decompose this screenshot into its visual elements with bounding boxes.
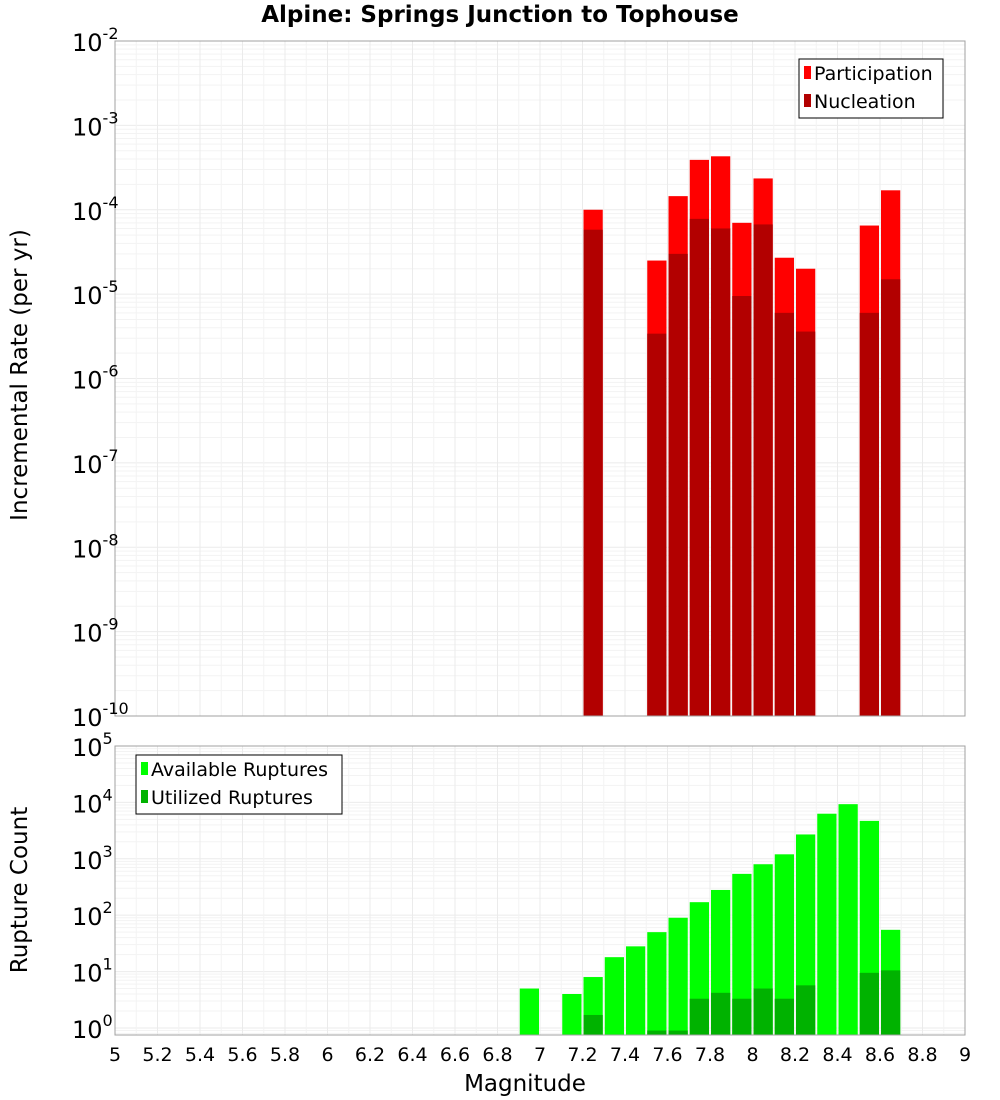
y-tick-label: 10-3 — [72, 108, 119, 141]
available-ruptures-bar — [562, 994, 582, 1035]
utilized-ruptures-bar — [689, 998, 709, 1035]
x-tick-label: 6.2 — [355, 1044, 385, 1066]
x-tick-label: 5.2 — [142, 1044, 172, 1066]
y-tick-label: 10-10 — [72, 699, 129, 732]
y-tick-label: 10-8 — [72, 530, 119, 563]
plot-frame — [114, 745, 966, 1036]
utilized-ruptures-bar — [753, 988, 773, 1035]
nucleation-bar — [732, 296, 752, 716]
y-tick-label: 102 — [72, 898, 113, 931]
legend-label: Participation — [814, 63, 933, 85]
y-tick-label: 10-4 — [72, 193, 119, 226]
nucleation-bar — [689, 218, 709, 716]
chart-title: Alpine: Springs Junction to Tophouse — [261, 2, 739, 28]
nucleation-bar — [796, 331, 816, 716]
x-tick-label: 8.2 — [780, 1044, 810, 1066]
utilized-ruptures-bar — [647, 1030, 667, 1035]
available-ruptures-bar — [626, 946, 646, 1035]
y-tick-label: 103 — [72, 842, 113, 875]
x-tick-label: 6.6 — [440, 1044, 470, 1066]
x-tick-label: 6.4 — [397, 1044, 427, 1066]
nucleation-bar — [647, 333, 667, 716]
x-tick-label: 7.6 — [652, 1044, 682, 1066]
available-ruptures-bar — [817, 813, 837, 1035]
nucleation-bar — [774, 312, 794, 716]
y-tick-label: 10-2 — [72, 24, 119, 57]
y-tick-label: 10-5 — [72, 277, 119, 310]
x-tick-label: 5.8 — [270, 1044, 300, 1066]
nucleation-bar — [583, 229, 603, 717]
available-ruptures-bar — [796, 834, 816, 1035]
y-axis-label: Rupture Count — [7, 807, 33, 973]
legend-box — [135, 754, 343, 815]
legend-label: Utilized Ruptures — [151, 787, 313, 809]
y-tick-label: 100 — [72, 1011, 113, 1044]
x-tick-label: 5 — [109, 1044, 121, 1066]
plot-frame — [114, 40, 966, 717]
legend-swatch — [141, 790, 148, 803]
available-ruptures-bar — [668, 917, 688, 1035]
utilized-ruptures-bar — [859, 972, 879, 1035]
utilized-ruptures-bar — [796, 985, 816, 1035]
available-ruptures-bar — [774, 854, 794, 1035]
available-ruptures-bar — [647, 932, 667, 1035]
x-axis-label: Magnitude — [464, 1071, 586, 1097]
x-tick-label: 5.6 — [227, 1044, 257, 1066]
nucleation-bar — [881, 279, 901, 716]
legend-swatch — [141, 762, 148, 775]
y-tick-label: 104 — [72, 785, 113, 818]
x-tick-label: 8.6 — [865, 1044, 895, 1066]
utilized-ruptures-bar — [732, 998, 752, 1035]
available-ruptures-bar — [838, 804, 858, 1035]
x-tick-label: 7.2 — [567, 1044, 597, 1066]
y-tick-label: 105 — [72, 729, 113, 762]
x-tick-label: 7.4 — [610, 1044, 640, 1066]
available-ruptures-bar — [732, 873, 752, 1035]
x-tick-label: 6 — [321, 1044, 333, 1066]
x-tick-label: 8 — [746, 1044, 758, 1066]
utilized-ruptures-bar — [668, 1030, 688, 1035]
y-tick-label: 10-9 — [72, 615, 119, 648]
available-ruptures-bar — [519, 988, 539, 1035]
nucleation-bar — [711, 228, 731, 716]
y-tick-label: 101 — [72, 955, 113, 988]
legend-label: Available Ruptures — [151, 759, 328, 781]
x-tick-label: 6.8 — [482, 1044, 512, 1066]
legend-box — [798, 58, 944, 119]
utilized-ruptures-bar — [583, 1014, 603, 1035]
x-tick-label: 5.4 — [185, 1044, 215, 1066]
legend-swatch — [804, 94, 811, 107]
x-tick-label: 8.8 — [907, 1044, 937, 1066]
y-tick-label: 10-6 — [72, 362, 119, 395]
y-axis-label: Incremental Rate (per yr) — [7, 229, 33, 521]
x-tick-label: 7.8 — [695, 1044, 725, 1066]
y-tick-label: 10-7 — [72, 446, 119, 479]
x-tick-label: 8.4 — [822, 1044, 852, 1066]
x-tick-label: 7 — [534, 1044, 546, 1066]
utilized-ruptures-bar — [881, 970, 901, 1035]
available-ruptures-bar — [604, 957, 624, 1035]
nucleation-bar — [753, 224, 773, 717]
nucleation-bar — [668, 253, 688, 716]
x-tick-label: 9 — [959, 1044, 971, 1066]
legend-swatch — [804, 66, 811, 79]
nucleation-bar — [859, 312, 879, 716]
utilized-ruptures-bar — [711, 992, 731, 1035]
utilized-ruptures-bar — [774, 998, 794, 1035]
legend-label: Nucleation — [814, 91, 916, 113]
